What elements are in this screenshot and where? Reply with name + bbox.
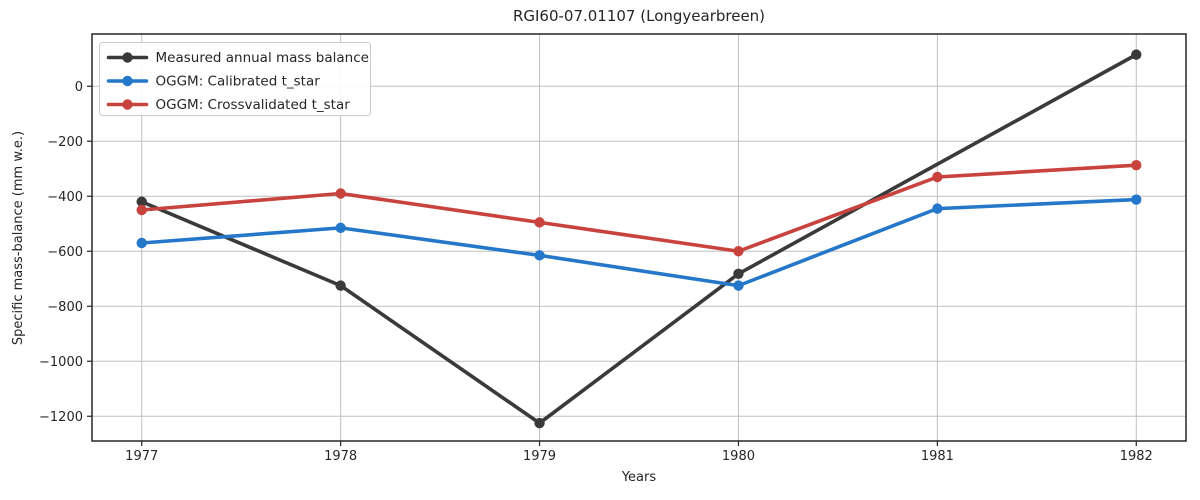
- data-point-series-2: [136, 204, 147, 216]
- axes-spines: [91, 33, 1187, 442]
- data-point-series-2: [733, 246, 744, 257]
- plot-frame: [91, 33, 1187, 442]
- legend-box: [99, 42, 371, 116]
- data-point-series-2: [932, 171, 943, 183]
- data-point-series-2: [335, 188, 346, 199]
- chart-title: RGI60-07.01107 (Longyearbreen): [513, 7, 765, 25]
- x-tick-label: 1980: [722, 449, 755, 464]
- series-line-1: [139, 197, 1139, 288]
- y-tick-label: −800: [47, 300, 83, 315]
- data-point-series-2: [534, 217, 545, 228]
- y-tick-label: −200: [47, 135, 83, 150]
- data-point-series-1: [335, 222, 346, 234]
- data-point-series-0: [136, 196, 147, 207]
- x-tick-label: 1982: [1120, 449, 1153, 464]
- legend-label: OGGM: Crossvalidated t_star: [156, 97, 351, 113]
- x-tick-label: 1979: [523, 449, 556, 464]
- y-tick-label: −600: [47, 245, 83, 260]
- data-point-series-1: [534, 250, 545, 261]
- x-tick-label: 1977: [125, 449, 158, 464]
- x-tick-label: 1981: [921, 449, 954, 464]
- series-line-2: [139, 163, 1139, 254]
- data-point-series-0: [335, 280, 346, 291]
- data-point-series-1: [1131, 194, 1142, 205]
- data-point-series-1: [136, 237, 147, 249]
- data-point-series-1: [733, 280, 744, 291]
- y-tick-label: −400: [47, 190, 83, 205]
- y-tick-label: 0: [75, 80, 83, 95]
- legend-marker: [122, 75, 133, 87]
- legend-label: OGGM: Calibrated t_star: [156, 74, 321, 90]
- x-axis-label: Years: [621, 470, 657, 485]
- series-layer: [136, 49, 1142, 429]
- y-tick-label: −1000: [39, 355, 83, 370]
- y-tick-label: −1200: [39, 410, 83, 425]
- data-point-series-2: [1131, 159, 1142, 171]
- data-point-series-0: [1131, 49, 1142, 60]
- data-point-series-1: [932, 203, 943, 214]
- x-tick-label: 1978: [324, 449, 357, 464]
- legend-label: Measured annual mass balance: [156, 50, 369, 66]
- legend-marker: [122, 52, 133, 63]
- data-point-series-0: [733, 268, 744, 279]
- tick-layer: 1977 1978 1979 1980 1981 1982 0 −200 −400 −600 −80…: [39, 80, 1153, 464]
- legend-marker: [122, 99, 133, 110]
- legend: Measured annual mass balance OGGM: Calibr…: [99, 42, 371, 116]
- y-axis-label: Specific mass-balance (mm w.e.): [11, 131, 26, 345]
- data-point-series-0: [534, 417, 545, 429]
